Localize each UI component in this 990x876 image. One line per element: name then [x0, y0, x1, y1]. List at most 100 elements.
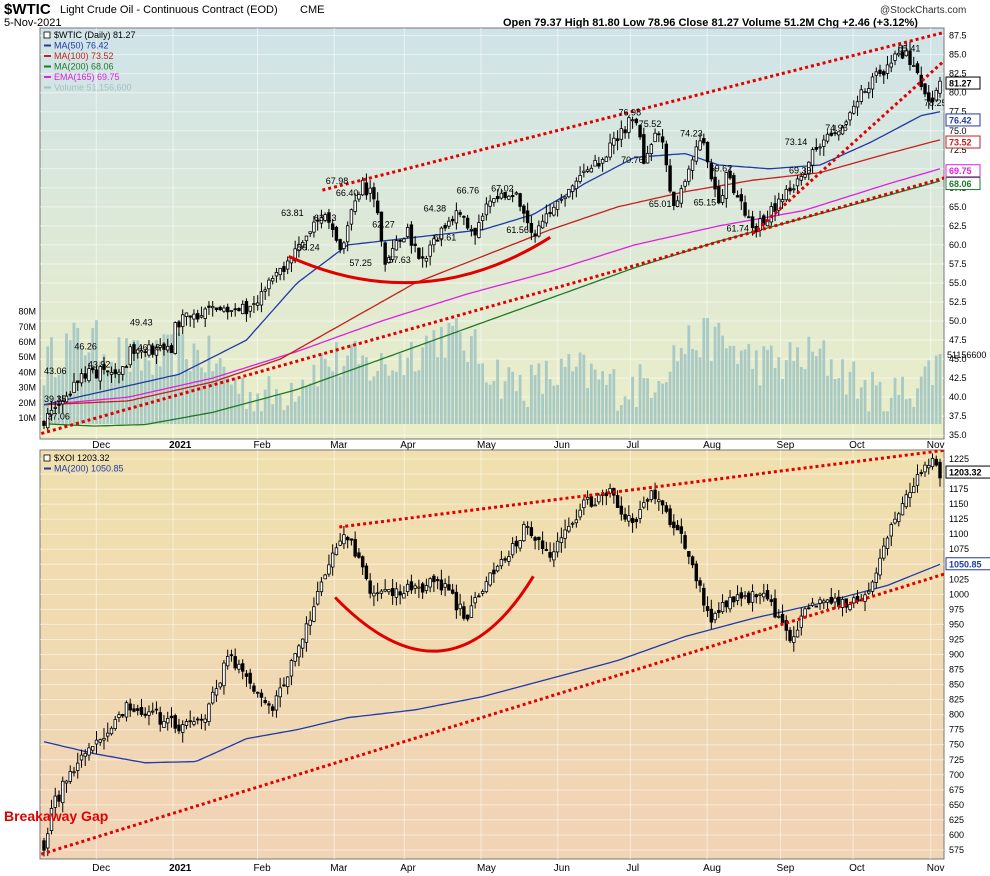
volume-bar: [788, 342, 792, 424]
candle-body: [68, 393, 72, 396]
volume-bar: [372, 376, 376, 424]
candle-body: [739, 592, 744, 599]
candle-body: [574, 519, 579, 524]
price-box: [945, 76, 981, 90]
candle-body: [267, 703, 271, 706]
volume-bar: [552, 385, 556, 424]
candle-body: [777, 198, 781, 211]
candle-body: [657, 133, 661, 136]
candle-body: [390, 588, 395, 596]
price-box-label: 81.27: [949, 79, 972, 89]
volume-bar: [218, 358, 222, 424]
volume-bar: [736, 363, 739, 424]
candle-body: [803, 174, 807, 178]
candle-body: [166, 717, 170, 724]
candle-body: [735, 594, 740, 601]
candle-body: [893, 518, 897, 524]
candle-body: [136, 708, 140, 711]
candle-body: [484, 581, 489, 593]
candle-body: [375, 200, 380, 214]
candle-body: [214, 307, 219, 311]
candle-body: [690, 556, 695, 566]
candle-body: [439, 579, 444, 591]
volume-bar: [192, 343, 196, 424]
volume-bar: [829, 359, 833, 424]
candle-body: [653, 489, 657, 500]
candle-body: [698, 140, 702, 151]
candle-body: [908, 492, 912, 499]
volume-tick-label: 40M: [18, 367, 36, 377]
candle-body: [533, 233, 537, 237]
candle-body: [668, 165, 672, 192]
volume-bar: [852, 361, 856, 424]
candle-body: [432, 575, 436, 583]
candle-body: [64, 780, 69, 784]
candle-body: [252, 685, 256, 692]
candle-body: [893, 53, 897, 61]
volume-bar: [931, 385, 934, 424]
candle-body: [915, 63, 920, 74]
ema165-line: [43, 168, 941, 406]
y-tick-label: 1125: [949, 514, 968, 524]
candle-body: [158, 344, 162, 348]
x-tick-label: May: [477, 863, 496, 874]
y-tick-label: 50.0: [949, 316, 967, 326]
price-box: [945, 465, 990, 479]
candle-body: [424, 258, 429, 262]
volume-bar: [200, 367, 203, 424]
candle-body: [522, 205, 526, 214]
candle-body: [855, 101, 860, 108]
price-annotation: 39.35: [44, 394, 67, 404]
candle-body: [480, 591, 485, 594]
candle-body: [372, 187, 376, 200]
volume-bar: [687, 325, 691, 424]
candle-body: [645, 499, 650, 502]
candle-body: [398, 591, 402, 596]
candle-body: [113, 719, 117, 729]
candle-body: [136, 349, 140, 354]
candle-body: [630, 517, 635, 524]
volume-bar: [507, 367, 511, 424]
candle-body: [503, 558, 507, 561]
candle-body: [394, 588, 399, 598]
volume-bar: [125, 338, 128, 424]
candle-body: [664, 143, 669, 166]
volume-bar: [706, 318, 709, 424]
legend-swatch: [43, 31, 51, 39]
candle-body: [79, 754, 84, 761]
candle-body: [525, 526, 530, 528]
candle-body: [319, 217, 324, 224]
candle-body: [672, 521, 676, 529]
candle-body: [252, 303, 256, 306]
candle-body: [908, 50, 912, 66]
chart-date: 5-Nov-2021: [4, 17, 61, 29]
candle-body: [53, 795, 57, 808]
volume-bar: [451, 325, 455, 424]
volume-bar: [338, 376, 342, 424]
candle-body: [278, 687, 282, 698]
lower-channel-line: [40, 176, 944, 436]
candle-body: [465, 614, 470, 620]
candle-body: [492, 569, 496, 575]
volume-bar: [409, 341, 413, 424]
volume-bar: [267, 376, 271, 424]
volume-bar: [518, 374, 522, 424]
candle-body: [923, 83, 927, 95]
xoi-ma200-line: [43, 563, 941, 764]
candle-body: [833, 597, 837, 603]
volume-bar: [245, 409, 248, 424]
candle-body: [184, 721, 189, 726]
y-tick-label: 1025: [949, 574, 969, 584]
ma200-line: [43, 180, 941, 427]
candle-body: [274, 695, 279, 711]
candle-body: [829, 132, 833, 136]
volume-bar: [331, 371, 335, 424]
lower-gridlines: [40, 450, 944, 859]
volume-bar: [859, 387, 863, 424]
candle-body: [934, 458, 938, 466]
candle-body: [507, 195, 511, 200]
y-tick-label: 875: [949, 665, 964, 675]
candle-body: [897, 513, 901, 523]
volume-bar: [792, 361, 796, 424]
candle-body: [915, 474, 920, 486]
